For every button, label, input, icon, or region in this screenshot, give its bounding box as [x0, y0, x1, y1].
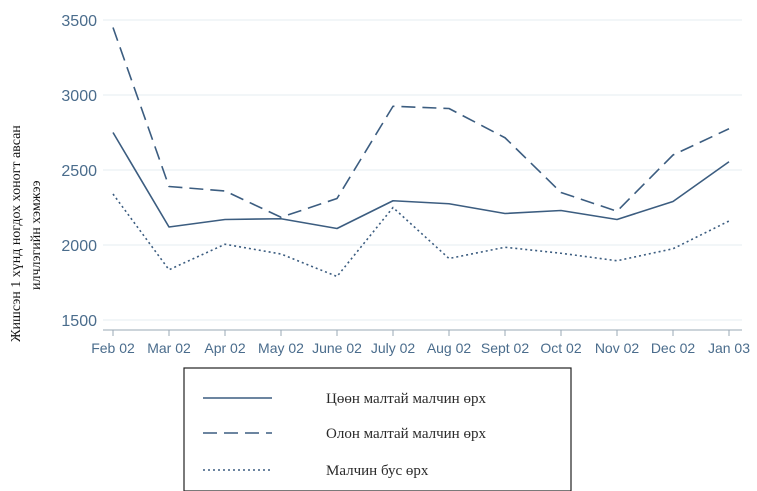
x-tick-label: Dec 02 [651, 340, 696, 356]
x-tick-label: Apr 02 [204, 340, 245, 356]
y-tick-label: 3500 [61, 13, 97, 30]
gridlines [103, 19, 742, 321]
x-tick-label: July 02 [371, 340, 416, 356]
series-lines [112, 27, 730, 278]
x-tick-label: Feb 02 [91, 340, 135, 356]
y-axis-label-line-2: илчлэгийн хэмжээ [29, 181, 44, 290]
x-tick-label: Mar 02 [147, 340, 191, 356]
series-line-1 [112, 132, 730, 230]
legend-label-2: Олон малтай малчин өрх [326, 426, 486, 442]
y-tick-label: 2000 [61, 238, 97, 255]
series-line-2 [112, 27, 730, 219]
legend-label-3: Малчин бус өрх [326, 463, 429, 479]
x-tick-label: June 02 [312, 340, 362, 356]
y-tick-label: 3000 [61, 88, 97, 105]
legend: Цөөн малтай малчин өрх Олон малтай малчин… [183, 367, 572, 491]
series-line-3 [112, 193, 730, 278]
x-tick-label: Sept 02 [481, 340, 529, 356]
y-axis-label-line-1: Жишсэн 1 хүнд ногдох хоногт авсан [9, 125, 24, 342]
x-tick-label: Aug 02 [427, 340, 472, 356]
x-tick-label: Jan 03 [708, 340, 750, 356]
y-tick-label: 1500 [61, 313, 97, 330]
axes: 1500 2000 2500 3000 3500 Feb 02 Mar 02 Apr 02 Ma… [61, 13, 750, 356]
legend-label-1: Цөөн малтай малчин өрх [326, 391, 486, 407]
x-tick-label: May 02 [258, 340, 304, 356]
x-tick-label: Oct 02 [540, 340, 581, 356]
y-tick-label: 2500 [61, 163, 97, 180]
x-tick-label: Nov 02 [595, 340, 640, 356]
